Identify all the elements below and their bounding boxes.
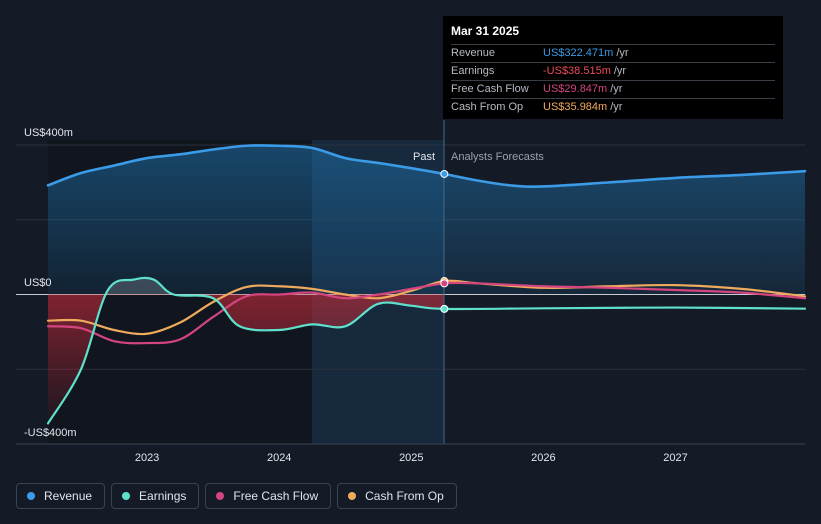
tooltip-label: Free Cash Flow [451,83,529,95]
x-tick-label: 2027 [663,452,687,464]
y-tick-label: US$0 [24,277,52,289]
tooltip-label: Revenue [451,47,496,59]
x-tick-label: 2026 [531,452,555,464]
x-tick-label: 2023 [135,452,159,464]
tooltip-value: -US$38.515m [543,65,611,77]
legend-item-cash-from-op[interactable]: Cash From Op [337,483,457,509]
tooltip-label: Earnings [451,65,495,77]
legend-label: Free Cash Flow [233,489,319,503]
tooltip-unit: /yr [610,83,623,95]
tooltip-row-revenue: Revenue US$322.471m /yr [451,44,775,62]
past-label: Past [413,151,435,163]
tooltip-row-cfo: Cash From Op US$35.984m /yr [451,98,775,116]
forecast-label: Analysts Forecasts [451,151,544,163]
earnings-negative-area [48,294,445,424]
legend-label: Earnings [139,489,187,503]
fcf-line [46,281,807,345]
legend-dot-icon [216,492,225,500]
y-tick-labels: US$400m US$0 -US$400m [24,127,77,439]
earnings-marker [440,304,449,313]
tooltip-unit: /yr [613,65,627,77]
legend-label: Revenue [44,489,93,503]
tooltip-value: US$322.471m [543,47,614,59]
series-lines [46,144,807,425]
y-tick-label: US$400m [24,127,73,139]
legend-item-earnings[interactable]: Earnings [111,483,200,509]
tooltip-unit: /yr [610,101,623,113]
earnings-line [46,276,807,425]
legend-dot-icon [27,492,35,500]
fcf-marker [440,279,449,288]
legend-item-free-cash-flow[interactable]: Free Cash Flow [205,483,332,509]
x-tick-label: 2025 [399,452,423,464]
revenue-marker [440,169,449,178]
tooltip-value: US$35.984m [543,101,608,113]
legend-label: Cash From Op [365,489,444,503]
tooltip-unit: /yr [616,47,629,59]
tooltip-row-fcf: Free Cash Flow US$29.847m /yr [451,80,775,98]
x-tick-labels: 2023 2024 2025 2026 2027 [135,452,688,464]
tooltip-row-earnings: Earnings -US$38.515m /yr [451,62,775,80]
legend: Revenue Earnings Free Cash Flow Cash Fro… [16,483,457,509]
legend-item-revenue[interactable]: Revenue [16,483,106,509]
revenue-line [46,144,807,188]
cfo-line [46,279,807,336]
tooltip-date: Mar 31 2025 [451,24,520,38]
legend-dot-icon [348,492,357,500]
y-tick-label: -US$400m [24,427,77,439]
tooltip-label: Cash From Op [451,101,524,113]
data-tooltip: Mar 31 2025 Revenue US$322.471m /yr Earn… [443,16,783,119]
legend-dot-icon [122,492,131,500]
x-tick-label: 2024 [267,452,291,464]
series-markers [440,169,449,313]
tooltip-value: US$29.847m [543,83,608,95]
